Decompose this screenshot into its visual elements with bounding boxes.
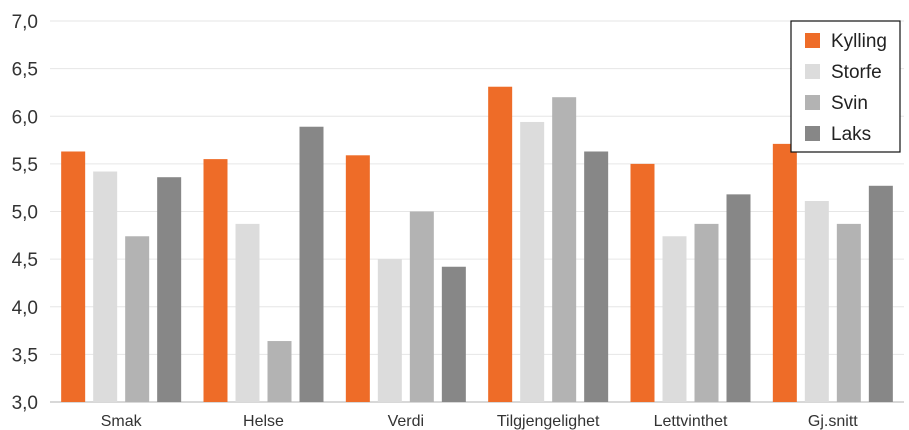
bar-kylling-verdi xyxy=(345,155,370,402)
bar-laks-gj-snitt xyxy=(868,185,893,402)
bar-storfe-tilgjengelighet xyxy=(520,121,545,402)
y-tick-label: 4,5 xyxy=(12,250,38,271)
x-axis-ticks: Smak Helse Verdi Tilgjengelighet Lettvinthet… xyxy=(101,413,859,430)
y-tick-label: 3,5 xyxy=(12,345,38,366)
bar-laks-tilgjengelighet xyxy=(584,151,609,402)
bar-kylling-smak xyxy=(61,151,86,402)
bar-svin-tilgjengelighet xyxy=(552,97,577,402)
y-tick-label: 4,0 xyxy=(12,298,38,319)
legend-label-laks: Laks xyxy=(831,124,871,145)
bar-kylling-helse xyxy=(203,159,228,402)
bars xyxy=(61,86,893,402)
y-tick-label: 3,0 xyxy=(12,393,38,414)
x-tick-label: Tilgjengelighet xyxy=(497,413,600,430)
y-axis-ticks: 3,0 3,5 4,0 4,5 5,0 5,5 6,0 6,5 7,0 xyxy=(12,12,38,414)
legend-label-svin: Svin xyxy=(831,93,868,114)
bar-svin-gj-snitt xyxy=(836,223,861,402)
bar-laks-verdi xyxy=(441,266,466,402)
bar-storfe-helse xyxy=(235,223,260,402)
bar-kylling-gj-snitt xyxy=(772,143,797,402)
gridlines xyxy=(50,20,904,403)
legend-swatch-laks xyxy=(805,126,820,141)
bar-svin-verdi xyxy=(409,211,434,402)
bar-storfe-verdi xyxy=(377,259,402,402)
bar-storfe-lettvinthet xyxy=(662,236,687,402)
bar-storfe-gj-snitt xyxy=(804,201,829,402)
x-tick-label: Smak xyxy=(101,413,143,430)
legend-swatch-kylling xyxy=(805,33,820,48)
legend-label-kylling: Kylling xyxy=(831,31,887,52)
y-tick-label: 5,0 xyxy=(12,203,38,224)
bar-laks-helse xyxy=(299,126,324,402)
y-tick-label: 7,0 xyxy=(12,12,38,33)
bar-laks-lettvinthet xyxy=(726,194,751,402)
bar-storfe-smak xyxy=(93,171,118,402)
x-tick-label: Verdi xyxy=(388,413,424,430)
x-tick-label: Helse xyxy=(243,413,284,430)
y-tick-label: 6,5 xyxy=(12,60,38,81)
legend-label-storfe: Storfe xyxy=(831,62,882,83)
bar-svin-lettvinthet xyxy=(694,223,719,402)
bar-kylling-lettvinthet xyxy=(630,163,655,402)
x-tick-label: Gj.snitt xyxy=(808,413,858,430)
bar-svin-helse xyxy=(267,341,292,402)
legend-swatch-storfe xyxy=(805,64,820,79)
bar-laks-smak xyxy=(157,177,182,402)
y-tick-label: 5,5 xyxy=(12,155,38,176)
x-tick-label: Lettvinthet xyxy=(654,413,728,430)
bar-svin-smak xyxy=(125,236,150,402)
legend-swatch-svin xyxy=(805,95,820,110)
y-tick-label: 6,0 xyxy=(12,107,38,128)
bar-kylling-tilgjengelighet xyxy=(488,86,513,402)
legend: Kylling Storfe Svin Laks xyxy=(790,20,901,153)
